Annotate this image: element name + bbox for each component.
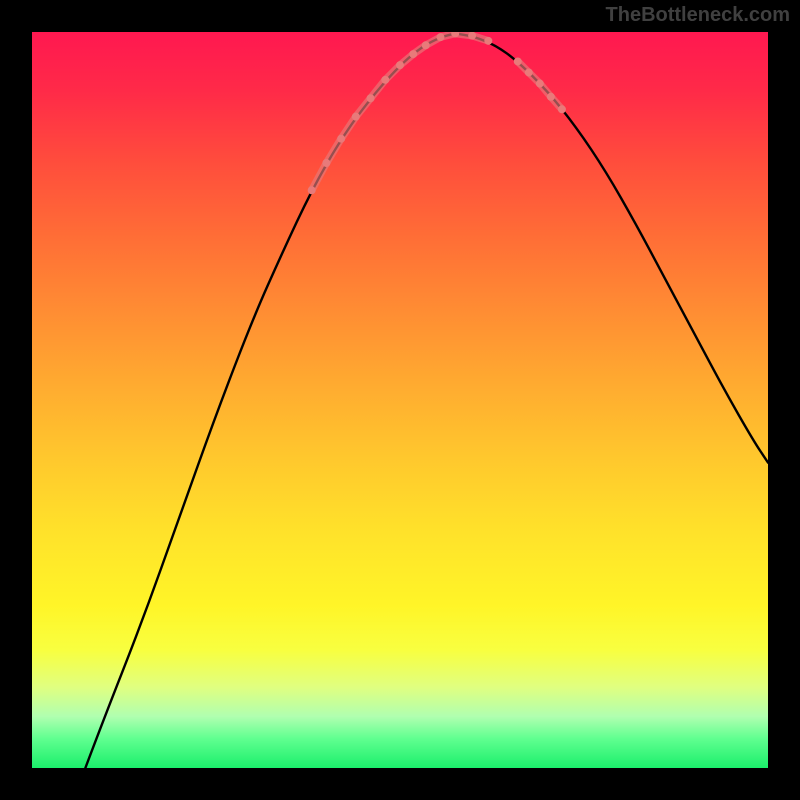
bottleneck-curve-left (69, 33, 455, 768)
bottleneck-curve-right (455, 33, 768, 462)
highlight-dots-right (514, 57, 566, 113)
watermark-text: TheBottleneck.com (606, 4, 790, 27)
curve-layer (32, 32, 768, 768)
highlight-dots-left (308, 32, 493, 194)
plot-area (32, 32, 768, 768)
